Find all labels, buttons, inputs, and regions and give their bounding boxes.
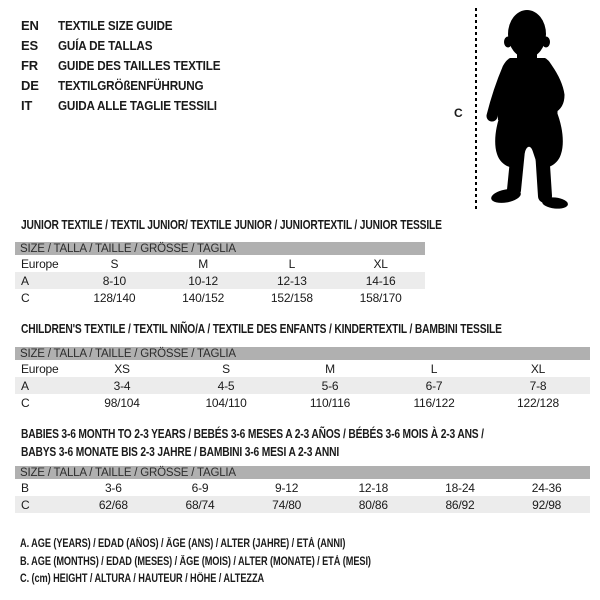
size-cell: 3-6	[104, 480, 122, 495]
size-cell: 3-4	[70, 377, 174, 394]
language-title: TEXTILGRÖßENFÜHRUNG	[58, 77, 204, 93]
size-cell: 104/110	[205, 395, 247, 410]
size-cell: 10-12	[158, 272, 248, 289]
language-row-de: DE TEXTILGRÖßENFÜHRUNG	[21, 75, 238, 95]
children-table-title: CHILDREN'S TEXTILE / TEXTIL NIÑO/A / TEX…	[21, 322, 502, 336]
size-header-band: SIZE / TALLA / TAILLE / GRÖSSE / TAGLIA	[15, 466, 590, 479]
size-header-band: SIZE / TALLA / TAILLE / GRÖSSE / TAGLIA	[15, 347, 590, 360]
language-code: FR	[21, 57, 38, 73]
size-header-label: SIZE / TALLA / TAILLE / GRÖSSE / TAGLIA	[15, 466, 590, 479]
size-cell: L	[430, 361, 438, 376]
size-cell: 9-12	[275, 480, 299, 495]
language-code: EN	[21, 17, 39, 33]
note-age-months: B. AGE (MONTHS) / EDAD (MESES) / ÂGE (MO…	[20, 555, 371, 568]
row-label: Europe	[21, 256, 59, 271]
size-cell: S	[222, 361, 230, 376]
size-cell: 8-10	[70, 272, 159, 289]
size-cell: 18-24	[445, 480, 475, 495]
size-cell: 74/80	[243, 496, 330, 513]
size-header-label: SIZE / TALLA / TAILLE / GRÖSSE / TAGLIA	[15, 347, 590, 360]
table-row-age: A 3-4 4-5 5-6 6-7 7-8	[15, 377, 590, 394]
height-label: C	[454, 106, 463, 120]
note-height: C. (cm) HEIGHT / ALTURA / HAUTEUR / HÖHE…	[20, 573, 265, 585]
size-cell: 98/104	[104, 395, 140, 410]
height-measure-line	[475, 8, 477, 212]
baby-silhouette-icon	[486, 10, 568, 209]
language-row-fr: FR GUIDE DES TAILLES TEXTILE	[21, 55, 238, 75]
size-cell: 12-18	[358, 480, 389, 495]
row-label: C	[15, 496, 70, 513]
babies-table-title: BABIES 3-6 MONTH TO 2-3 YEARS / BEBÉS 3-…	[21, 427, 484, 459]
junior-table-title: JUNIOR TEXTILE / TEXTIL JUNIOR/ TEXTILE …	[21, 218, 442, 232]
height-figure: C	[440, 0, 600, 220]
size-cell: 6-7	[382, 377, 486, 394]
size-cell: 110/116	[309, 395, 351, 410]
size-cell: 140/152	[182, 290, 225, 305]
junior-size-table: SIZE / TALLA / TAILLE / GRÖSSE / TAGLIA …	[15, 242, 425, 306]
language-list: EN TEXTILE SIZE GUIDE ES GUÍA DE TALLAS …	[21, 15, 238, 115]
size-cell: XL	[373, 256, 388, 271]
table-row-age-months: B 3-6 6-9 9-12 12-18 18-24 24-36	[15, 479, 590, 496]
language-row-it: IT GUIDA ALLE TAGLIE TESSILI	[21, 95, 238, 115]
size-cell: M	[325, 361, 335, 376]
size-cell: 6-9	[191, 480, 209, 495]
size-cell: 12-13	[247, 272, 337, 289]
row-label: C	[21, 290, 30, 305]
language-title: TEXTILE SIZE GUIDE	[58, 17, 173, 33]
table-row-height: C 62/68 68/74 74/80 80/86 86/92 92/98	[15, 496, 590, 513]
legend-notes: A. AGE (YEARS) / EDAD (AÑOS) / ÂGE (ANS)…	[20, 536, 459, 589]
language-row-en: EN TEXTILE SIZE GUIDE	[21, 15, 238, 35]
size-cell: 158/170	[359, 290, 402, 305]
row-label: A	[15, 272, 70, 289]
size-cell: XS	[114, 361, 130, 376]
size-cell: L	[288, 256, 296, 271]
row-label: A	[15, 377, 70, 394]
language-code: DE	[21, 77, 39, 93]
size-cell: M	[198, 256, 209, 271]
table-row-europe: Europe XS S M L XL	[15, 360, 590, 377]
table-row-height: C 128/140 140/152 152/158 158/170	[15, 289, 425, 306]
language-title: GUÍA DE TALLAS	[58, 37, 153, 53]
language-row-es: ES GUÍA DE TALLAS	[21, 35, 238, 55]
table-row-height: C 98/104 104/110 110/116 116/122 122/128	[15, 394, 590, 411]
size-cell: 152/158	[270, 290, 313, 305]
row-label: Europe	[21, 361, 59, 376]
size-cell: 14-16	[336, 272, 425, 289]
language-title: GUIDE DES TAILLES TEXTILE	[58, 57, 221, 73]
size-cell: 4-5	[174, 377, 278, 394]
language-code: ES	[21, 37, 38, 53]
size-cell: 122/128	[517, 395, 559, 410]
row-label: C	[21, 395, 30, 410]
size-header-label: SIZE / TALLA / TAILLE / GRÖSSE / TAGLIA	[15, 242, 425, 255]
size-cell: 68/74	[156, 496, 244, 513]
children-size-table: SIZE / TALLA / TAILLE / GRÖSSE / TAGLIA …	[15, 347, 590, 411]
size-cell: 7-8	[486, 377, 590, 394]
size-cell: S	[110, 256, 119, 271]
size-cell: 80/86	[329, 496, 417, 513]
note-age-years: A. AGE (YEARS) / EDAD (AÑOS) / ÂGE (ANS)…	[20, 538, 346, 550]
size-cell: 62/68	[70, 496, 157, 513]
size-cell: 24-36	[531, 480, 562, 495]
language-code: IT	[21, 97, 33, 113]
table-row-age: A 8-10 10-12 12-13 14-16	[15, 272, 425, 289]
table-row-europe: Europe S M L XL	[15, 255, 425, 272]
size-cell: 5-6	[278, 377, 382, 394]
size-cell: 86/92	[416, 496, 504, 513]
size-header-band: SIZE / TALLA / TAILLE / GRÖSSE / TAGLIA	[15, 242, 425, 255]
babies-size-table: SIZE / TALLA / TAILLE / GRÖSSE / TAGLIA …	[15, 466, 590, 513]
language-title: GUIDA ALLE TAGLIE TESSILI	[58, 97, 217, 113]
row-label: B	[21, 480, 29, 495]
size-cell: 128/140	[93, 290, 136, 305]
size-cell: 116/122	[413, 395, 455, 410]
size-cell: XL	[530, 361, 546, 376]
size-cell: 92/98	[503, 496, 590, 513]
